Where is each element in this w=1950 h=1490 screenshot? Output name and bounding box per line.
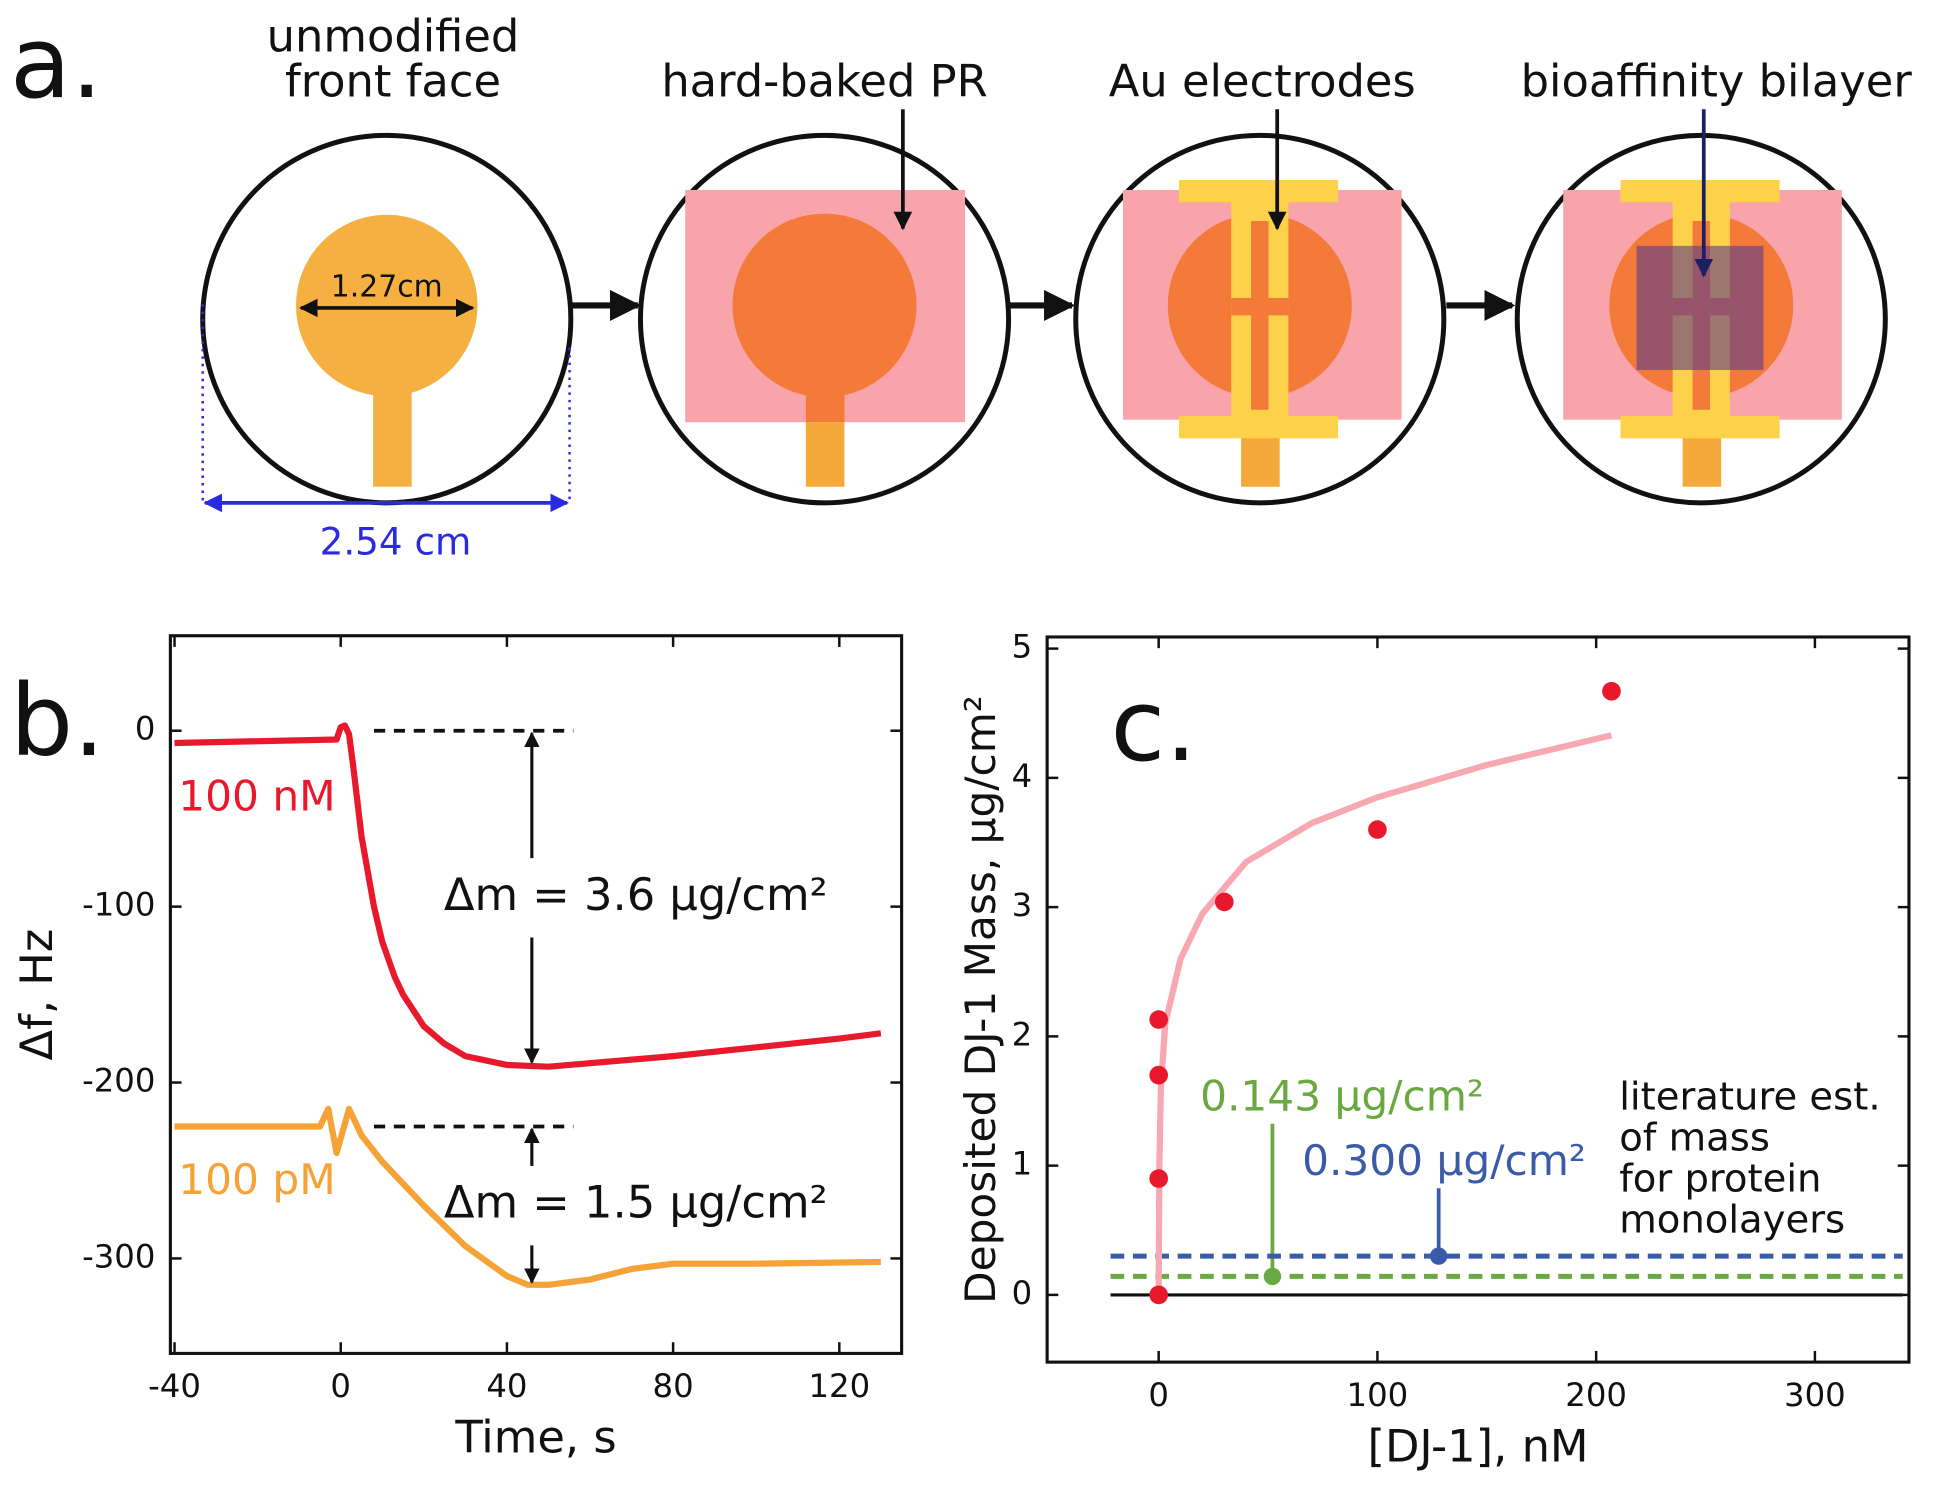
- data-point: [1214, 892, 1234, 912]
- panel-label: b.: [10, 664, 105, 779]
- x-tick-label: 0: [1148, 1376, 1169, 1414]
- step-title: Au electrodes: [1109, 54, 1416, 107]
- data-line: [174, 722, 882, 1070]
- reference-label: 0.300 μg/cm²: [1302, 1136, 1586, 1185]
- data-line: [174, 1105, 881, 1288]
- y-tick-label: -300: [82, 1237, 155, 1275]
- x-axis-label: [DJ-1], nM: [1368, 1419, 1589, 1472]
- x-tick-label: -40: [148, 1367, 201, 1405]
- data-point: [1149, 1169, 1169, 1188]
- series-label: 100 pM: [178, 1155, 335, 1204]
- panel-label: a.: [10, 6, 103, 121]
- bar: [1178, 415, 1339, 439]
- y-axis-label: Deposited DJ-1 Mass, μg/cm²: [956, 695, 1005, 1304]
- y-tick-label: -100: [82, 886, 155, 924]
- gap: [1231, 298, 1289, 316]
- note-line: of mass: [1619, 1115, 1770, 1160]
- note-line: literature est.: [1619, 1074, 1880, 1119]
- change-label: Δm = 1.5 μg/cm²: [444, 1176, 828, 1229]
- series-label: 100 nM: [178, 771, 335, 820]
- electrode: [295, 214, 478, 397]
- y-tick-label: 1: [1012, 1145, 1033, 1183]
- plot-frame: [168, 634, 904, 1355]
- marker-dot: [1263, 1267, 1282, 1286]
- bar: [1620, 415, 1780, 439]
- note-line: for protein: [1619, 1156, 1821, 1201]
- data-point: [1149, 1065, 1169, 1085]
- dimension-label: 2.54 cm: [320, 519, 472, 563]
- plot-frame: [1045, 635, 1911, 1364]
- x-axis-label: Time, s: [454, 1411, 616, 1464]
- x-tick-label: 200: [1565, 1376, 1627, 1414]
- panel-label: c.: [1111, 669, 1197, 784]
- x-tick-label: 40: [486, 1367, 527, 1405]
- data-point: [1602, 681, 1621, 701]
- x-tick-label: 80: [653, 1367, 694, 1405]
- reference-label: 0.143 μg/cm²: [1200, 1071, 1484, 1120]
- x-tick-label: 0: [330, 1367, 351, 1405]
- y-tick-label: 2: [1012, 1015, 1033, 1053]
- change-label: Δm = 3.6 μg/cm²: [444, 868, 828, 921]
- step-title: unmodified: [267, 10, 520, 63]
- x-tick-label: 100: [1347, 1376, 1409, 1414]
- y-tick-label: 0: [135, 710, 156, 748]
- y-tick-label: 4: [1012, 757, 1033, 795]
- data-point: [1149, 1285, 1169, 1305]
- marker-dot: [1429, 1247, 1448, 1265]
- y-axis-label: Δf, Hz: [10, 929, 63, 1061]
- step-title: hard-baked PR: [661, 54, 987, 107]
- y-tick-label: 0: [1012, 1274, 1033, 1312]
- bar: [1178, 180, 1339, 203]
- y-tick-label: 3: [1012, 886, 1033, 924]
- electrode: [732, 213, 917, 398]
- x-tick-label: 300: [1784, 1376, 1846, 1414]
- data-point: [1149, 1010, 1169, 1029]
- step-title: bioaffinity bilayer: [1521, 54, 1913, 107]
- panel-a: a. unmodified front face hard-baked PR A…: [10, 6, 1912, 563]
- y-tick-label: 5: [1012, 628, 1033, 666]
- fit-line: [1155, 732, 1613, 1295]
- bar: [1620, 180, 1780, 203]
- dimension-label: 1.27cm: [331, 270, 443, 305]
- bilayer: [1636, 245, 1764, 371]
- lead: [805, 422, 845, 487]
- note-line: monolayers: [1619, 1197, 1845, 1242]
- step-title: front face: [285, 54, 501, 107]
- x-tick-label: 120: [808, 1367, 870, 1405]
- data-point: [1368, 820, 1387, 839]
- y-tick-label: -200: [82, 1062, 155, 1100]
